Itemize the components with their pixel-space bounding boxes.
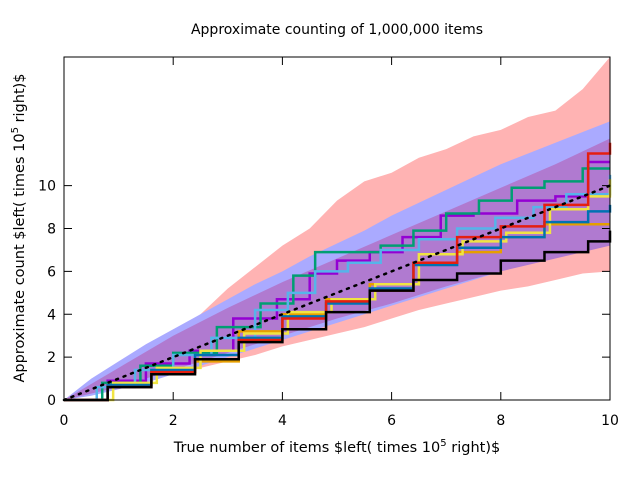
y-tick-label: 0 xyxy=(47,393,56,409)
series-line-5 xyxy=(64,179,612,402)
x-tick-label: 0 xyxy=(60,413,69,429)
x-axis-label-tail: right)$ xyxy=(447,440,501,456)
x-tick-label: 4 xyxy=(278,413,287,429)
y-axis-label-tail: right)$ xyxy=(12,73,28,127)
y-axis-label-main: Approximate count $left( times 10 xyxy=(12,133,28,382)
plot-area xyxy=(62,56,612,402)
y-tick-label: 8 xyxy=(47,222,56,238)
x-axis: 0 2 4 6 8 10 xyxy=(60,57,619,429)
y-tick-label: 2 xyxy=(47,350,56,366)
x-tick-label: 10 xyxy=(601,413,619,429)
y-tick-label: 6 xyxy=(47,264,56,280)
series-layer xyxy=(64,142,612,402)
x-tick-label: 6 xyxy=(387,413,396,429)
reference-line xyxy=(62,184,612,402)
series-line-8 xyxy=(64,230,612,402)
chart-title: Approximate counting of 1,000,000 items xyxy=(191,22,483,38)
reference-layer xyxy=(62,184,612,402)
x-axis-label: True number of items $left( times 105 ri… xyxy=(173,438,500,456)
y-tick-label: 4 xyxy=(47,307,56,323)
x-tick-label: 2 xyxy=(169,413,178,429)
y-tick-label: 10 xyxy=(38,179,56,195)
y-axis-label: Approximate count $left( times 105 right… xyxy=(10,73,28,382)
y-axis-label-exponent: 5 xyxy=(10,127,21,133)
y-axis: 0 2 4 6 8 10 xyxy=(38,179,610,409)
x-axis-label-exponent: 5 xyxy=(440,438,446,449)
x-tick-label: 8 xyxy=(496,413,505,429)
series-line-1 xyxy=(64,160,610,402)
x-axis-label-main: True number of items $left( times 10 xyxy=(173,440,440,456)
